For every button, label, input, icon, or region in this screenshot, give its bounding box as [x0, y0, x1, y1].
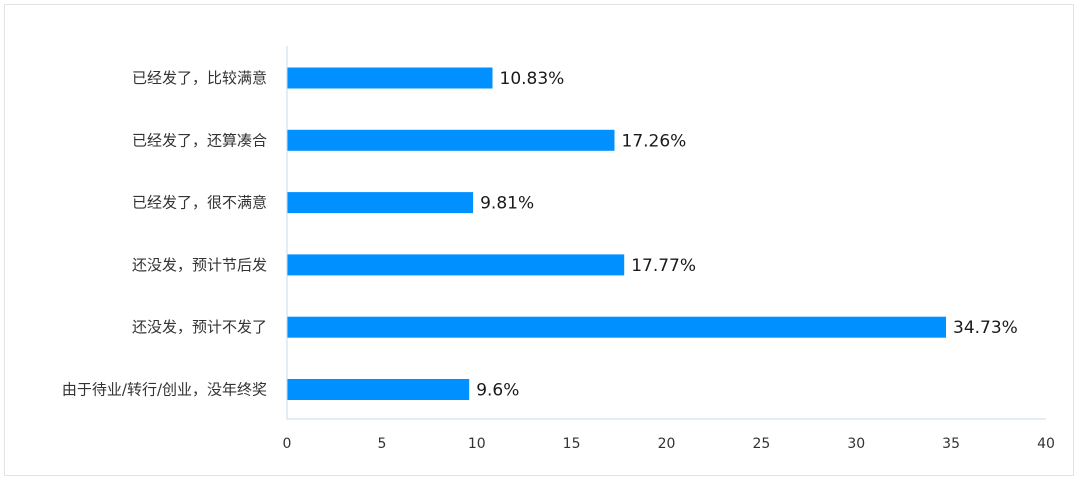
x-tick-label-8: 40	[1037, 436, 1055, 452]
bar-chart: 已经发了，比较满意 10.83% 已经发了，还算凑合 17.26% 已经发了，很不满意 9…	[62, 46, 1055, 452]
x-tick-label-0: 0	[283, 436, 292, 452]
bar-2	[287, 192, 474, 214]
bar-5	[287, 379, 470, 400]
bar-4	[287, 316, 946, 338]
category-label-0: 已经发了，比较满意	[132, 69, 267, 87]
value-label-3: 17.77%	[631, 256, 696, 276]
value-label-4: 34.73%	[953, 318, 1018, 338]
x-tick-label-2: 10	[468, 436, 486, 452]
value-label-2: 9.81%	[480, 194, 534, 214]
bar-3	[287, 254, 625, 276]
x-tick-label-6: 30	[847, 436, 865, 452]
bar-1	[287, 129, 615, 151]
category-label-4: 还没发，预计不发了	[132, 318, 267, 336]
x-tick-label-3: 15	[563, 436, 581, 452]
value-label-0: 10.83%	[500, 69, 565, 89]
bar-0	[287, 67, 493, 89]
x-tick-label-1: 5	[377, 436, 386, 452]
category-label-1: 已经发了，还算凑合	[132, 131, 267, 149]
x-tick-label-7: 35	[942, 436, 960, 452]
x-tick-label-4: 20	[658, 436, 676, 452]
value-label-5: 9.6%	[476, 381, 519, 401]
chart-frame: 已经发了，比较满意 10.83% 已经发了，还算凑合 17.26% 已经发了，很不满意 9…	[4, 4, 1074, 476]
value-label-1: 17.26%	[622, 131, 687, 151]
x-tick-label-5: 25	[752, 436, 770, 452]
category-label-3: 还没发，预计节后发	[132, 256, 267, 274]
category-label-5: 由于待业/转行/创业，没年终奖	[62, 381, 267, 399]
category-label-2: 已经发了，很不满意	[132, 194, 267, 212]
